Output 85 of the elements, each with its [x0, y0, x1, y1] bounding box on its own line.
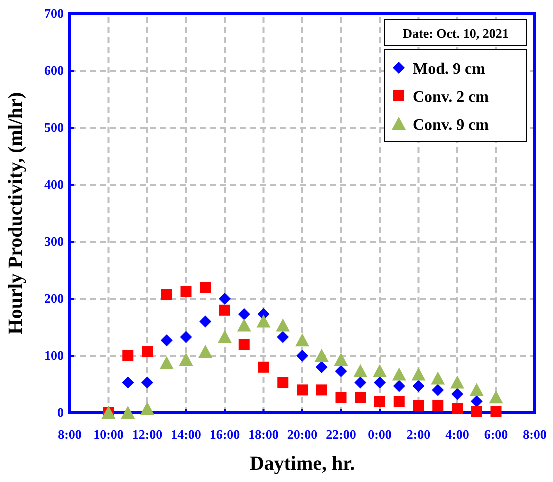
point — [161, 290, 172, 301]
legend-label: Conv. 9 cm — [413, 117, 490, 134]
y-tick-label: 200 — [44, 291, 64, 306]
point — [374, 396, 386, 408]
x-tick-label: 12:00 — [132, 427, 163, 442]
x-tick-label: 0:00 — [368, 427, 392, 442]
point — [373, 364, 387, 378]
point — [219, 293, 231, 305]
point — [140, 402, 154, 416]
point — [374, 376, 386, 389]
y-tick-label: 700 — [44, 6, 64, 21]
legend-label: Mod. 9 cm — [413, 61, 486, 78]
point — [276, 318, 290, 332]
point — [296, 334, 310, 347]
y-tick-label: 100 — [44, 348, 64, 363]
point — [142, 376, 154, 389]
y-tick-label: 400 — [44, 177, 64, 192]
point — [160, 334, 173, 347]
point — [122, 376, 134, 389]
point — [179, 352, 194, 366]
point — [180, 331, 192, 344]
legend-label: Conv. 2 cm — [413, 89, 490, 106]
point — [490, 406, 502, 418]
point — [314, 349, 329, 362]
point — [335, 365, 348, 378]
point — [316, 361, 328, 374]
point — [316, 384, 328, 396]
y-tick-label: 0 — [58, 405, 64, 420]
point — [238, 308, 250, 320]
point — [218, 330, 232, 344]
point — [355, 392, 366, 404]
point — [354, 376, 367, 389]
point — [471, 406, 482, 418]
point — [413, 400, 424, 412]
y-axis-title: Hourly Productivity, (ml/hr) — [5, 92, 27, 335]
point — [452, 404, 463, 415]
point — [432, 384, 444, 396]
point — [412, 380, 425, 392]
point — [256, 314, 271, 328]
point — [336, 392, 347, 404]
point — [394, 396, 405, 408]
x-tick-label: 6:00 — [484, 427, 508, 442]
point — [452, 388, 464, 400]
y-tick-label: 600 — [44, 63, 64, 78]
point — [121, 406, 136, 419]
point — [489, 390, 504, 404]
point — [180, 286, 192, 298]
point — [142, 346, 153, 358]
point — [220, 304, 230, 316]
y-tick-label: 500 — [44, 120, 64, 135]
annotation: Date: Oct. 10, 2021 — [403, 26, 509, 41]
point — [354, 364, 368, 378]
point — [470, 383, 484, 396]
x-tick-label: 2:00 — [406, 427, 431, 442]
x-tick-label: 4:00 — [446, 427, 470, 442]
point — [198, 345, 213, 358]
point — [392, 368, 406, 381]
y-tick-label: 300 — [44, 234, 64, 249]
point — [470, 396, 483, 408]
point — [432, 400, 444, 412]
point — [296, 350, 308, 362]
point — [200, 316, 212, 328]
point — [122, 350, 134, 362]
point — [160, 356, 174, 370]
x-tick-label: 8:00 — [58, 427, 82, 442]
point — [412, 368, 426, 381]
point — [450, 376, 464, 389]
point — [431, 372, 446, 385]
x-tick-label: 14:00 — [171, 427, 202, 442]
x-tick-label: 20:00 — [287, 427, 318, 442]
point — [200, 282, 212, 294]
point — [238, 339, 250, 350]
point — [258, 362, 270, 373]
x-tick-label: 18:00 — [248, 427, 279, 442]
x-axis-title: Daytime, hr. — [250, 453, 356, 475]
point — [297, 384, 308, 396]
x-tick-label: 8:00 — [523, 427, 547, 442]
x-tick-label: 10:00 — [94, 427, 124, 442]
point — [277, 331, 290, 344]
point — [393, 380, 406, 392]
x-tick-label: 16:00 — [210, 427, 240, 442]
point — [334, 352, 348, 366]
point — [237, 318, 252, 332]
x-tick-label: 22:00 — [326, 427, 356, 442]
point — [278, 377, 289, 388]
